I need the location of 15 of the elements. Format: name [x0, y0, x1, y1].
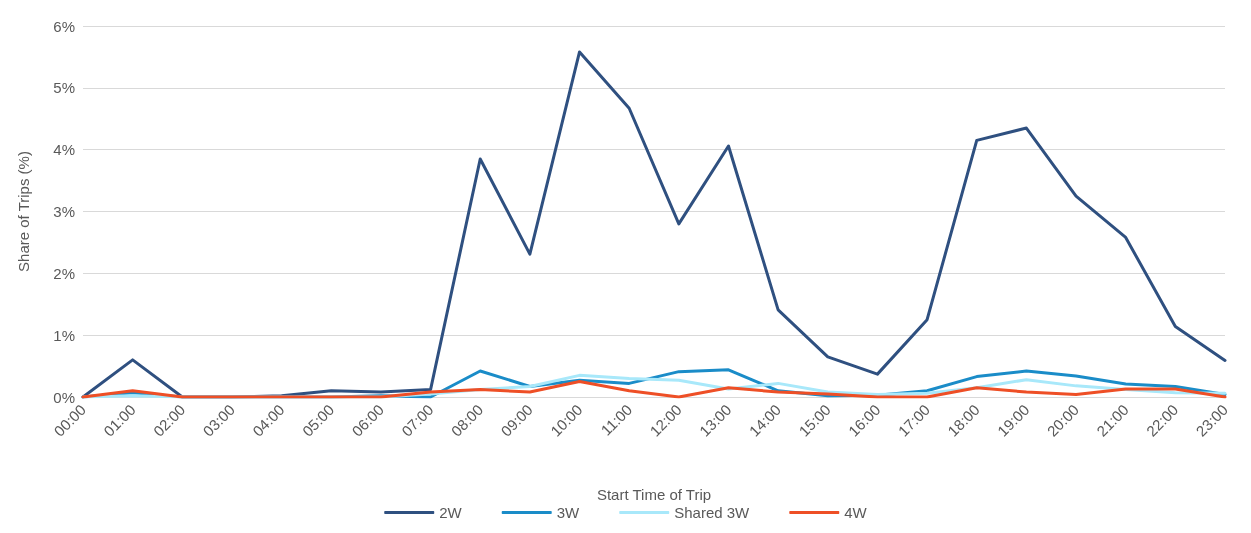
line-series: [81, 380, 1227, 399]
y-tick-label: 1%: [53, 326, 75, 344]
legend-label: Shared 3W: [674, 504, 751, 521]
y-tick-label: 4%: [53, 141, 75, 159]
x-axis-title: Start Time of Trip: [596, 486, 712, 503]
y-tick-label: 2%: [53, 264, 75, 282]
legend-label: 4W: [844, 504, 868, 521]
legend-label: 3W: [556, 504, 581, 521]
y-tick-label: 3%: [53, 203, 75, 220]
y-tick-label: 0%: [53, 388, 75, 406]
y-tick-label: 6%: [53, 17, 75, 35]
y-axis-title: Share of Trips (%): [15, 151, 32, 272]
y-tick-label: 5%: [53, 79, 75, 97]
line-series: [81, 50, 1227, 399]
legend-label: 2W: [439, 504, 463, 521]
